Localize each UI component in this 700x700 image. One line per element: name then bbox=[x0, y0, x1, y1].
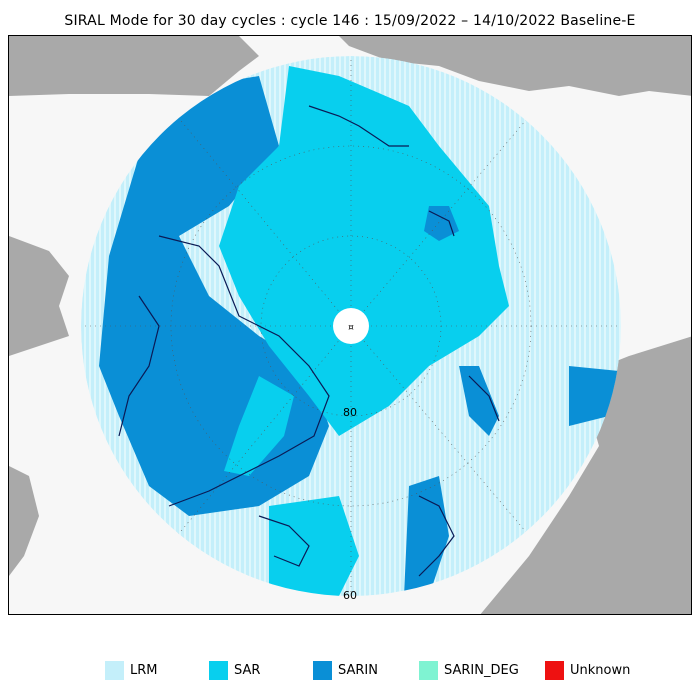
pole-marker: ¤ bbox=[348, 323, 354, 333]
legend-label-sar: SAR bbox=[234, 662, 261, 678]
pole-gap bbox=[333, 308, 369, 344]
legend-item-sar: SAR bbox=[209, 659, 260, 681]
sarin-region-severnaya bbox=[459, 366, 499, 436]
legend-label-sarin-deg: SARIN_DEG bbox=[444, 662, 519, 678]
legend-item-unknown: Unknown bbox=[545, 659, 630, 681]
legend-swatch-lrm bbox=[105, 660, 124, 680]
legend-item-sarin: SARIN bbox=[313, 659, 378, 681]
sar-region-central bbox=[219, 66, 509, 436]
legend-label-unknown: Unknown bbox=[570, 662, 631, 678]
polar-map-canvas: ¤ 80 60 bbox=[9, 36, 691, 614]
legend-swatch-unknown bbox=[545, 660, 564, 680]
legend-label-lrm: LRM bbox=[130, 662, 158, 678]
legend-item-sarin-deg: SARIN_DEG bbox=[419, 659, 519, 681]
legend-swatch-sarin bbox=[313, 660, 332, 680]
sar-region-barents bbox=[269, 496, 359, 596]
legend-swatch-sarin-deg bbox=[419, 660, 438, 680]
sarin-region-chukchi bbox=[424, 206, 459, 241]
polar-map: ¤ 80 60 bbox=[8, 35, 692, 615]
land-outside bbox=[9, 36, 691, 614]
graticule bbox=[81, 56, 621, 596]
map-title: SIRAL Mode for 30 day cycles : cycle 146… bbox=[64, 13, 636, 29]
latitude-label-60: 60 bbox=[343, 589, 357, 602]
coastlines bbox=[118, 105, 500, 577]
legend: LRM SAR SARIN SARIN_DEG Unknown bbox=[0, 659, 700, 681]
legend-item-lrm: LRM bbox=[105, 659, 158, 681]
legend-swatch-sar bbox=[209, 660, 228, 680]
latitude-label-80: 80 bbox=[343, 406, 357, 419]
sar-region-baffin bbox=[224, 376, 294, 476]
coverage-disk bbox=[81, 56, 621, 596]
sarin-region-siberia bbox=[569, 366, 619, 426]
legend-label-sarin: SARIN bbox=[338, 662, 378, 678]
